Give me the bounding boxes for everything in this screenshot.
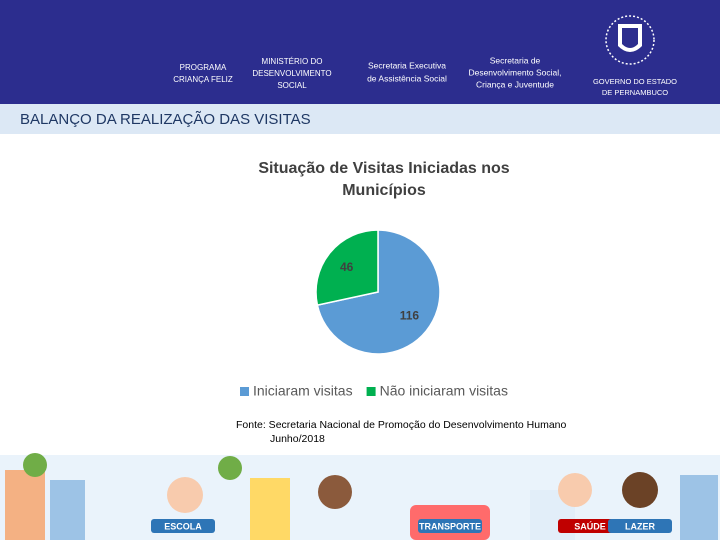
chart-title: Situação de Visitas Iniciadas nos Municí…: [258, 160, 510, 199]
secretariat-name: Criança e Juventude: [476, 79, 554, 89]
government-name: GOVERNO DO ESTADO: [593, 77, 677, 86]
data-label: 116: [400, 308, 420, 322]
government-name: DE PERNAMBUCO: [602, 88, 668, 97]
footer-tag: [151, 519, 215, 533]
legend-label: Iniciaram visitas: [253, 383, 353, 399]
ministry-name: SOCIAL: [277, 81, 307, 90]
program-name: CRIANÇA FELIZ: [173, 75, 233, 84]
footer-label: SAÚDE: [574, 520, 606, 531]
legend-swatch: [240, 387, 249, 396]
secretariat-name: Secretaria de: [490, 55, 541, 65]
legend-label: Não iniciaram visitas: [380, 383, 508, 399]
data-label: 46: [340, 260, 354, 274]
secretariat-name: Secretaria Executiva: [368, 60, 446, 70]
legend-swatch: [366, 387, 376, 396]
source-date: Junho/2018: [270, 433, 325, 445]
footer-tag: [418, 519, 482, 533]
section-band: [0, 104, 720, 134]
secretariat-name: de Assistência Social: [367, 73, 447, 83]
source-text: Fonte: Secretaria Nacional de Promoção d…: [236, 419, 567, 431]
footer-tag: [558, 519, 622, 533]
header-band: [0, 0, 720, 104]
secretariat-name: Desenvolvimento Social,: [468, 67, 561, 77]
state-crest: [605, 15, 655, 65]
program-name: PROGRAMA: [180, 63, 227, 72]
ministry-name: DESENVOLVIMENTO: [252, 69, 331, 78]
ministry-name: MINISTÉRIO DO: [262, 57, 323, 66]
section-title: BALANÇO DA REALIZAÇÃO DAS VISITAS: [20, 111, 311, 128]
footer-label: ESCOLA: [164, 521, 202, 531]
footer-label: TRANSPORTE: [419, 521, 481, 531]
footer-label: LAZER: [625, 521, 655, 531]
pie-slice: [315, 229, 379, 307]
footer-tag: [608, 519, 672, 533]
